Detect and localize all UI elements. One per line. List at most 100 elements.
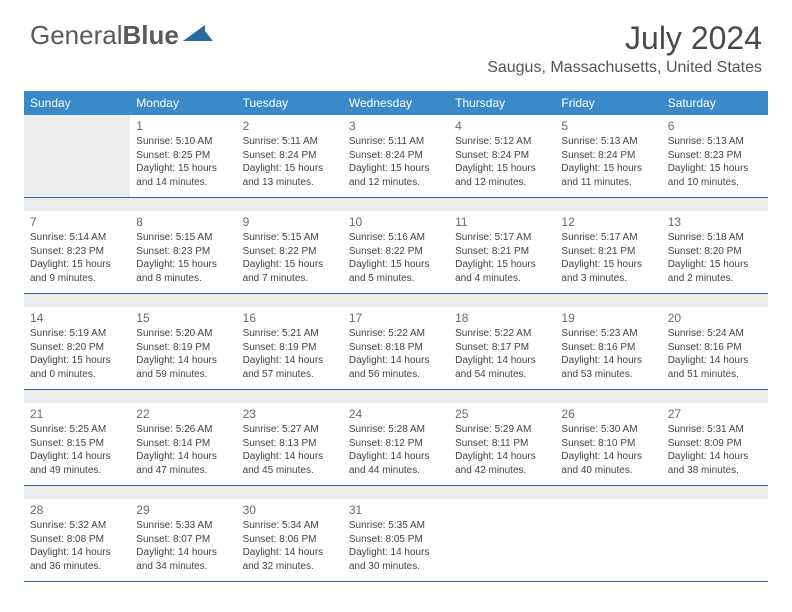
daylight-text: Daylight: 15 hours: [136, 258, 230, 272]
daylight-text: and 5 minutes.: [349, 272, 443, 286]
daylight-text: and 49 minutes.: [30, 464, 124, 478]
sunrise-text: Sunrise: 5:12 AM: [455, 135, 549, 149]
sunset-text: Sunset: 8:22 PM: [349, 245, 443, 259]
week-row: 7Sunrise: 5:14 AMSunset: 8:23 PMDaylight…: [24, 211, 768, 293]
sunset-text: Sunset: 8:06 PM: [243, 533, 337, 547]
daylight-text: and 42 minutes.: [455, 464, 549, 478]
daylight-text: and 13 minutes.: [243, 176, 337, 190]
sunset-text: Sunset: 8:09 PM: [668, 437, 762, 451]
daylight-text: and 51 minutes.: [668, 368, 762, 382]
day-number: 7: [30, 214, 124, 230]
daylight-text: Daylight: 14 hours: [349, 450, 443, 464]
daylight-text: and 8 minutes.: [136, 272, 230, 286]
day-cell: 24Sunrise: 5:28 AMSunset: 8:12 PMDayligh…: [343, 403, 449, 485]
day-number: 27: [668, 406, 762, 422]
daylight-text: Daylight: 15 hours: [243, 162, 337, 176]
sunset-text: Sunset: 8:11 PM: [455, 437, 549, 451]
sunrise-text: Sunrise: 5:10 AM: [136, 135, 230, 149]
day-number: 26: [561, 406, 655, 422]
weekday-header: Tuesday: [237, 91, 343, 115]
day-cell: 31Sunrise: 5:35 AMSunset: 8:05 PMDayligh…: [343, 499, 449, 581]
day-number: 9: [243, 214, 337, 230]
sunrise-text: Sunrise: 5:22 AM: [349, 327, 443, 341]
daylight-text: Daylight: 15 hours: [349, 162, 443, 176]
day-cell: 17Sunrise: 5:22 AMSunset: 8:18 PMDayligh…: [343, 307, 449, 389]
day-number: 16: [243, 310, 337, 326]
day-cell: 27Sunrise: 5:31 AMSunset: 8:09 PMDayligh…: [662, 403, 768, 485]
daylight-text: Daylight: 15 hours: [136, 162, 230, 176]
sunset-text: Sunset: 8:17 PM: [455, 341, 549, 355]
day-number: 18: [455, 310, 549, 326]
sunrise-text: Sunrise: 5:24 AM: [668, 327, 762, 341]
sunrise-text: Sunrise: 5:15 AM: [243, 231, 337, 245]
empty-cell: [24, 115, 130, 197]
weekday-header-row: SundayMondayTuesdayWednesdayThursdayFrid…: [24, 91, 768, 115]
daylight-text: Daylight: 15 hours: [455, 162, 549, 176]
daylight-text: Daylight: 15 hours: [561, 162, 655, 176]
day-number: 15: [136, 310, 230, 326]
sunrise-text: Sunrise: 5:34 AM: [243, 519, 337, 533]
daylight-text: and 2 minutes.: [668, 272, 762, 286]
week-row: 28Sunrise: 5:32 AMSunset: 8:08 PMDayligh…: [24, 499, 768, 581]
day-cell: 29Sunrise: 5:33 AMSunset: 8:07 PMDayligh…: [130, 499, 236, 581]
sunrise-text: Sunrise: 5:13 AM: [561, 135, 655, 149]
daylight-text: Daylight: 15 hours: [30, 258, 124, 272]
sunset-text: Sunset: 8:25 PM: [136, 149, 230, 163]
sunset-text: Sunset: 8:24 PM: [561, 149, 655, 163]
day-number: 4: [455, 118, 549, 134]
sunset-text: Sunset: 8:23 PM: [668, 149, 762, 163]
day-number: 2: [243, 118, 337, 134]
sunrise-text: Sunrise: 5:16 AM: [349, 231, 443, 245]
month-title: July 2024: [487, 20, 762, 57]
day-cell: 11Sunrise: 5:17 AMSunset: 8:21 PMDayligh…: [449, 211, 555, 293]
daylight-text: and 44 minutes.: [349, 464, 443, 478]
sunset-text: Sunset: 8:21 PM: [561, 245, 655, 259]
daylight-text: Daylight: 14 hours: [455, 354, 549, 368]
title-block: July 2024 Saugus, Massachusetts, United …: [487, 20, 762, 77]
sunset-text: Sunset: 8:24 PM: [349, 149, 443, 163]
daylight-text: and 9 minutes.: [30, 272, 124, 286]
empty-cell: [662, 499, 768, 581]
daylight-text: Daylight: 15 hours: [668, 162, 762, 176]
daylight-text: Daylight: 14 hours: [243, 354, 337, 368]
sunrise-text: Sunrise: 5:30 AM: [561, 423, 655, 437]
sunset-text: Sunset: 8:23 PM: [136, 245, 230, 259]
weekday-header: Monday: [130, 91, 236, 115]
day-cell: 9Sunrise: 5:15 AMSunset: 8:22 PMDaylight…: [237, 211, 343, 293]
daylight-text: and 4 minutes.: [455, 272, 549, 286]
day-cell: 18Sunrise: 5:22 AMSunset: 8:17 PMDayligh…: [449, 307, 555, 389]
daylight-text: and 12 minutes.: [349, 176, 443, 190]
day-number: 24: [349, 406, 443, 422]
sunset-text: Sunset: 8:20 PM: [668, 245, 762, 259]
sunset-text: Sunset: 8:20 PM: [30, 341, 124, 355]
daylight-text: Daylight: 14 hours: [349, 546, 443, 560]
sunrise-text: Sunrise: 5:20 AM: [136, 327, 230, 341]
day-cell: 14Sunrise: 5:19 AMSunset: 8:20 PMDayligh…: [24, 307, 130, 389]
sunset-text: Sunset: 8:10 PM: [561, 437, 655, 451]
daylight-text: Daylight: 14 hours: [30, 450, 124, 464]
sunset-text: Sunset: 8:21 PM: [455, 245, 549, 259]
sunrise-text: Sunrise: 5:17 AM: [561, 231, 655, 245]
day-number: 8: [136, 214, 230, 230]
sunset-text: Sunset: 8:16 PM: [668, 341, 762, 355]
day-number: 13: [668, 214, 762, 230]
sunrise-text: Sunrise: 5:11 AM: [349, 135, 443, 149]
day-number: 28: [30, 502, 124, 518]
day-cell: 16Sunrise: 5:21 AMSunset: 8:19 PMDayligh…: [237, 307, 343, 389]
day-cell: 23Sunrise: 5:27 AMSunset: 8:13 PMDayligh…: [237, 403, 343, 485]
daylight-text: and 45 minutes.: [243, 464, 337, 478]
day-cell: 21Sunrise: 5:25 AMSunset: 8:15 PMDayligh…: [24, 403, 130, 485]
sunrise-text: Sunrise: 5:19 AM: [30, 327, 124, 341]
day-number: 25: [455, 406, 549, 422]
day-number: 20: [668, 310, 762, 326]
sunrise-text: Sunrise: 5:27 AM: [243, 423, 337, 437]
sunrise-text: Sunrise: 5:25 AM: [30, 423, 124, 437]
empty-cell: [555, 499, 661, 581]
daylight-text: and 57 minutes.: [243, 368, 337, 382]
sunset-text: Sunset: 8:16 PM: [561, 341, 655, 355]
sunrise-text: Sunrise: 5:33 AM: [136, 519, 230, 533]
daylight-text: and 7 minutes.: [243, 272, 337, 286]
daylight-text: and 53 minutes.: [561, 368, 655, 382]
daylight-text: Daylight: 15 hours: [30, 354, 124, 368]
day-cell: 20Sunrise: 5:24 AMSunset: 8:16 PMDayligh…: [662, 307, 768, 389]
